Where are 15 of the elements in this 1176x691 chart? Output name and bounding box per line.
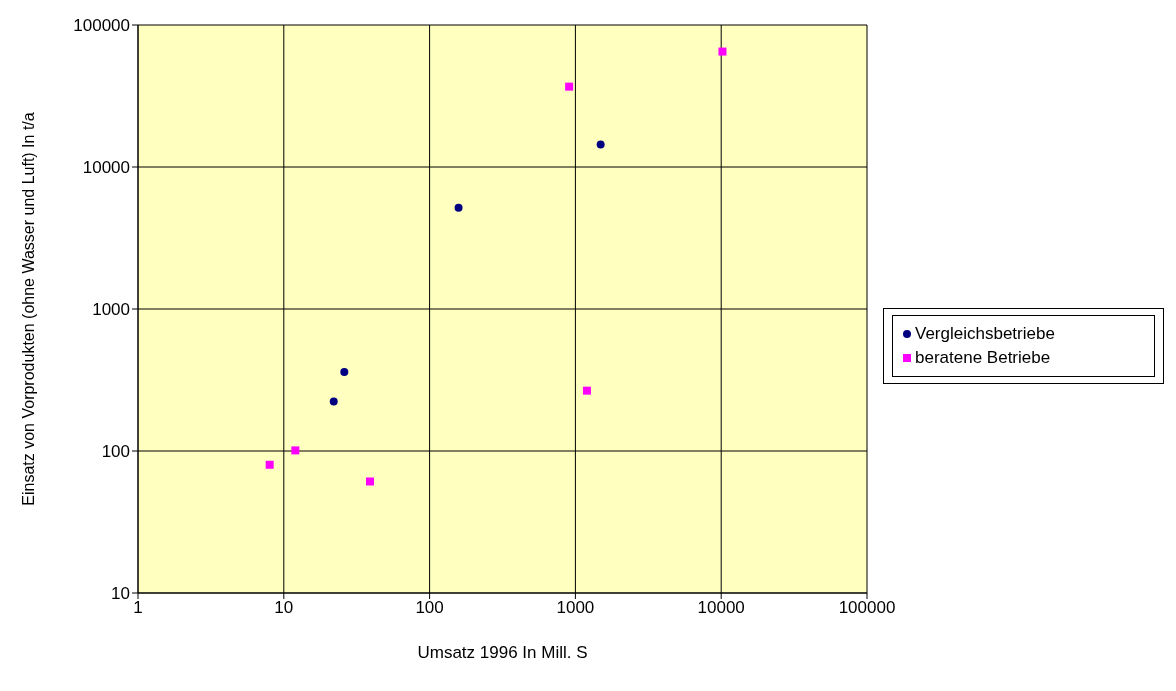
legend-label: beratene Betriebe	[915, 346, 1051, 369]
legend-label: Vergleichsbetriebe	[915, 322, 1055, 345]
x-tick-label: 1	[133, 598, 143, 618]
x-tick-label: 100000	[838, 598, 896, 618]
y-tick-label: 1000	[92, 300, 130, 320]
y-tick-label: 10000	[82, 158, 130, 178]
y-tick-label: 100	[101, 442, 130, 462]
y-tick-label: 100000	[73, 16, 130, 36]
x-tick-label: 10	[274, 598, 294, 618]
y-tick-label: 10	[111, 584, 130, 604]
x-axis-title: Umsatz 1996 In Mill. S	[417, 643, 588, 662]
x-tick-label: 1000	[556, 598, 595, 618]
x-tick-label: 10000	[697, 598, 745, 618]
x-tick-label: 100	[415, 598, 444, 618]
y-axis-title: Einsatz von Vorprodukten (ohne Wasser und Luft) In t/a	[19, 112, 37, 506]
